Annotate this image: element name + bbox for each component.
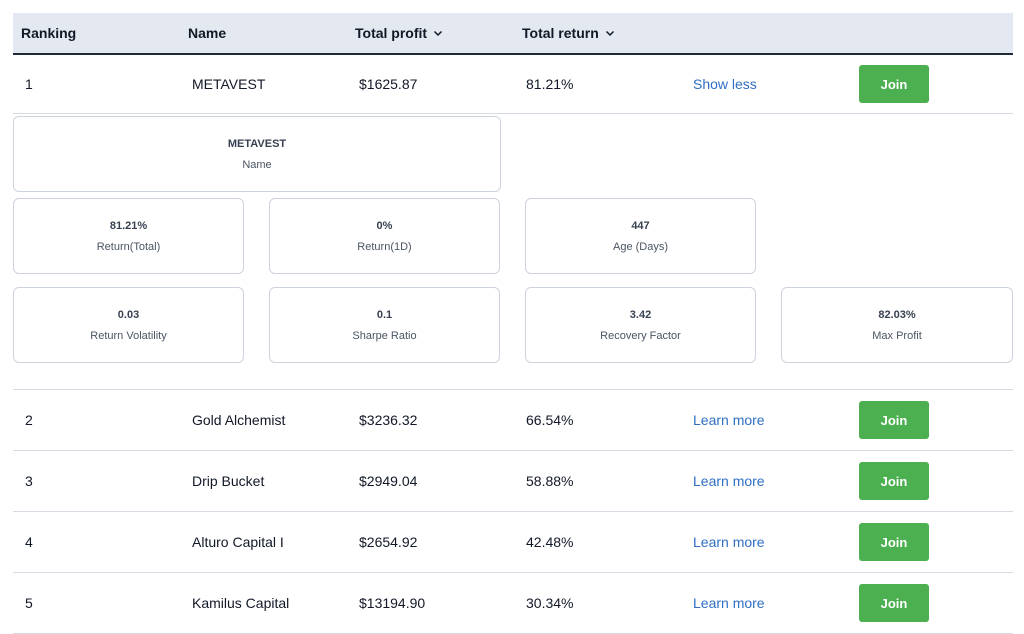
detail-label: Return(Total)	[96, 240, 161, 253]
detail-value: 0.1	[376, 308, 393, 321]
show-less-link[interactable]: Show less	[693, 76, 757, 92]
leaderboard-table: Ranking Name Total profit Total return 1…	[13, 13, 1013, 634]
detail-value: METAVEST	[227, 137, 287, 150]
detail-value: 447	[631, 219, 650, 232]
name-cell: Gold Alchemist	[192, 412, 286, 428]
detail-card-volatility: 0.03 Return Volatility	[13, 287, 244, 363]
detail-value: 0%	[376, 219, 393, 232]
detail-card-return-total: 81.21% Return(Total)	[13, 198, 244, 274]
learn-more-link[interactable]: Learn more	[693, 412, 765, 428]
chevron-down-icon	[434, 30, 443, 37]
header-name-label: Name	[188, 25, 227, 41]
detail-label: Age (Days)	[612, 240, 669, 253]
detail-label: Name	[242, 158, 272, 171]
detail-value: 0.03	[117, 308, 140, 321]
detail-card-return-1d: 0% Return(1D)	[269, 198, 500, 274]
rank-cell: 3	[25, 473, 33, 489]
table-row: 4 Alturo Capital I $2654.92 42.48% Learn…	[13, 512, 1013, 573]
profit-cell: $2654.92	[359, 534, 418, 550]
return-cell: 66.54%	[526, 412, 574, 428]
join-button[interactable]: Join	[859, 462, 929, 500]
chevron-down-icon	[605, 30, 614, 37]
header-name: Name	[188, 13, 226, 53]
detail-card-age: 447 Age (Days)	[525, 198, 756, 274]
detail-label: Max Profit	[872, 329, 922, 342]
learn-more-link[interactable]: Learn more	[693, 534, 765, 550]
header-total-profit-label: Total profit	[355, 25, 428, 41]
join-button[interactable]: Join	[859, 584, 929, 622]
detail-label: Return(1D)	[357, 240, 412, 253]
return-cell: 30.34%	[526, 595, 574, 611]
join-button[interactable]: Join	[859, 523, 929, 561]
header-ranking: Ranking	[21, 13, 76, 53]
table-row: 2 Gold Alchemist $3236.32 66.54% Learn m…	[13, 390, 1013, 451]
name-cell: Alturo Capital I	[192, 534, 284, 550]
detail-card-sharpe: 0.1 Sharpe Ratio	[269, 287, 500, 363]
name-cell: Kamilus Capital	[192, 595, 290, 611]
table-row: 1 METAVEST $1625.87 81.21% Show less Joi…	[13, 55, 1013, 114]
learn-more-link[interactable]: Learn more	[693, 473, 765, 489]
profit-cell: $13194.90	[359, 595, 426, 611]
rank-cell: 1	[25, 76, 33, 92]
table-header: Ranking Name Total profit Total return	[13, 13, 1013, 55]
rank-cell: 2	[25, 412, 33, 428]
rank-cell: 5	[25, 595, 33, 611]
return-cell: 81.21%	[526, 76, 574, 92]
table-row: 3 Drip Bucket $2949.04 58.88% Learn more…	[13, 451, 1013, 512]
profit-cell: $3236.32	[359, 412, 418, 428]
profit-cell: $2949.04	[359, 473, 418, 489]
sort-total-return[interactable]: Total return	[522, 13, 615, 53]
header-ranking-label: Ranking	[21, 25, 77, 41]
return-cell: 58.88%	[526, 473, 574, 489]
name-cell: METAVEST	[192, 76, 266, 92]
detail-value: 3.42	[629, 308, 652, 321]
detail-card-recovery: 3.42 Recovery Factor	[525, 287, 756, 363]
sort-total-profit[interactable]: Total profit	[355, 13, 443, 53]
profit-cell: $1625.87	[359, 76, 418, 92]
detail-card-max-profit: 82.03% Max Profit	[781, 287, 1013, 363]
detail-label: Return Volatility	[90, 329, 167, 342]
strategy-details-panel: METAVEST Name 81.21% Return(Total) 0% Re…	[13, 114, 1013, 390]
table-row: 5 Kamilus Capital $13194.90 30.34% Learn…	[13, 573, 1013, 634]
rank-cell: 4	[25, 534, 33, 550]
detail-label: Recovery Factor	[600, 329, 681, 342]
header-total-return-label: Total return	[522, 25, 599, 41]
join-button[interactable]: Join	[859, 401, 929, 439]
detail-card-name: METAVEST Name	[13, 116, 501, 192]
detail-value: 82.03%	[878, 308, 916, 321]
name-cell: Drip Bucket	[192, 473, 265, 489]
detail-label: Sharpe Ratio	[352, 329, 417, 342]
return-cell: 42.48%	[526, 534, 574, 550]
detail-value: 81.21%	[109, 219, 148, 232]
learn-more-link[interactable]: Learn more	[693, 595, 765, 611]
join-button[interactable]: Join	[859, 65, 929, 103]
